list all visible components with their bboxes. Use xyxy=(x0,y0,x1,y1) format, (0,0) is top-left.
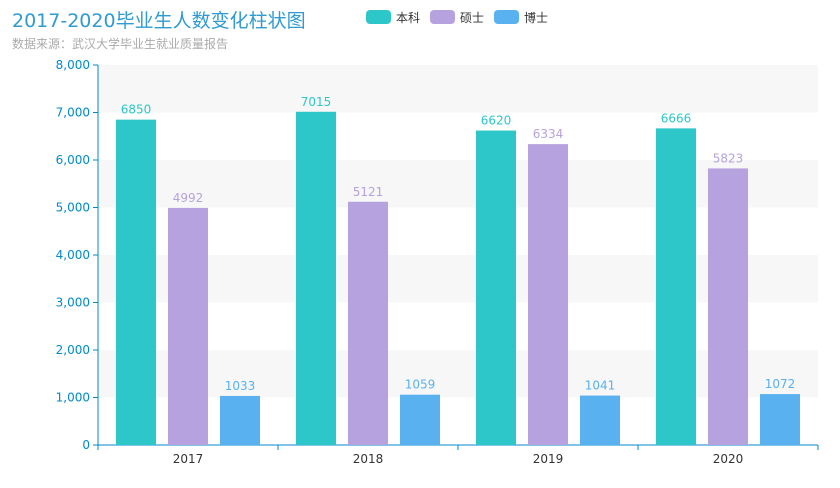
bar-value-label: 5823 xyxy=(713,151,744,165)
x-tick-label: 2018 xyxy=(353,452,384,466)
bar-value-label: 6666 xyxy=(661,111,692,125)
bar[interactable] xyxy=(528,144,568,445)
bar[interactable] xyxy=(760,394,800,445)
grid-band xyxy=(98,160,818,208)
bar[interactable] xyxy=(168,207,208,445)
bar-value-label: 6620 xyxy=(481,114,512,128)
legend-item-doctor[interactable]: 博士 xyxy=(494,9,548,26)
y-tick-label: 6,000 xyxy=(56,153,90,167)
bar-value-label: 1059 xyxy=(405,378,436,392)
x-tick-label: 2020 xyxy=(713,452,744,466)
bar[interactable] xyxy=(220,395,260,445)
y-tick-label: 3,000 xyxy=(56,296,90,310)
bar[interactable] xyxy=(116,119,156,445)
bar-value-label: 7015 xyxy=(301,95,332,109)
y-tick-label: 0 xyxy=(82,438,90,452)
bar[interactable] xyxy=(400,394,440,445)
bar-value-label: 1041 xyxy=(585,379,616,393)
bar-value-label: 1033 xyxy=(225,379,256,393)
y-tick-label: 8,000 xyxy=(56,58,90,72)
bar-value-label: 5121 xyxy=(353,185,384,199)
grid-band xyxy=(98,350,818,398)
legend-label-master: 硕士 xyxy=(460,10,485,25)
y-tick-label: 2,000 xyxy=(56,343,90,357)
legend-label-undergraduate: 本科 xyxy=(396,10,421,25)
bar-value-label: 1072 xyxy=(765,377,796,391)
legend-swatch-master xyxy=(430,10,456,24)
grid-band xyxy=(98,255,818,303)
chart-title: 2017-2020毕业生人数变化柱状图 xyxy=(12,10,306,32)
y-tick-label: 1,000 xyxy=(56,391,90,405)
grid-band xyxy=(98,65,818,113)
legend-swatch-doctor xyxy=(494,10,520,24)
x-tick-label: 2019 xyxy=(533,452,564,466)
legend-item-master[interactable]: 硕士 xyxy=(430,9,484,26)
bar-value-label: 6850 xyxy=(121,103,152,117)
legend-item-undergraduate[interactable]: 本科 xyxy=(366,9,420,26)
y-tick-label: 4,000 xyxy=(56,248,90,262)
bar[interactable] xyxy=(348,201,388,445)
y-tick-label: 5,000 xyxy=(56,201,90,215)
y-tick-label: 7,000 xyxy=(56,106,90,120)
bar[interactable] xyxy=(296,111,336,445)
bar[interactable] xyxy=(656,128,696,446)
bar-value-label: 4992 xyxy=(173,191,204,205)
chart-subtitle: 数据来源：武汉大学毕业生就业质量报告 xyxy=(12,37,229,51)
bar-value-label: 6334 xyxy=(533,127,564,141)
legend-swatch-undergraduate xyxy=(366,10,391,24)
legend-label-doctor: 博士 xyxy=(524,10,549,25)
x-tick-label: 2017 xyxy=(173,452,204,466)
bar[interactable] xyxy=(476,130,516,446)
bar[interactable] xyxy=(708,168,748,445)
legend: 本科 硕士 博士 xyxy=(366,8,558,26)
bar[interactable] xyxy=(580,395,620,445)
